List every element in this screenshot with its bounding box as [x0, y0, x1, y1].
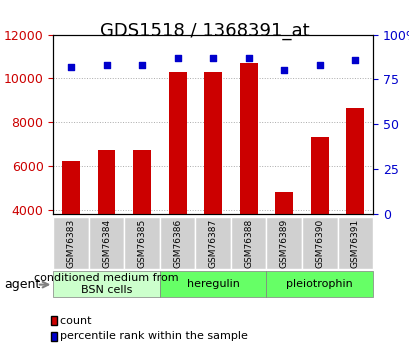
Bar	[133, 150, 151, 297]
FancyBboxPatch shape	[195, 217, 230, 269]
Point	[351, 57, 358, 62]
Text: GSM76387: GSM76387	[208, 219, 217, 268]
FancyBboxPatch shape	[230, 217, 266, 269]
Point	[280, 68, 287, 73]
Bar	[275, 192, 292, 297]
Text: GSM76390: GSM76390	[315, 219, 324, 268]
Bar	[169, 72, 186, 297]
FancyBboxPatch shape	[89, 217, 124, 269]
Bar	[310, 137, 328, 297]
Text: GSM76389: GSM76389	[279, 219, 288, 268]
Text: pleiotrophin: pleiotrophin	[286, 279, 352, 289]
Text: GSM76391: GSM76391	[350, 219, 359, 268]
Point	[67, 64, 74, 70]
Point	[103, 62, 110, 68]
FancyBboxPatch shape	[53, 217, 89, 269]
Text: GSM76388: GSM76388	[244, 219, 253, 268]
Point	[316, 62, 322, 68]
Bar	[62, 161, 80, 297]
Point	[209, 55, 216, 61]
Bar	[204, 72, 222, 297]
FancyBboxPatch shape	[301, 217, 337, 269]
Text: conditioned medium from
BSN cells: conditioned medium from BSN cells	[34, 273, 178, 295]
Text: GSM76384: GSM76384	[102, 219, 111, 268]
Text: GSM76383: GSM76383	[66, 219, 75, 268]
FancyBboxPatch shape	[160, 217, 195, 269]
FancyBboxPatch shape	[266, 271, 372, 297]
Text: count: count	[53, 316, 92, 326]
FancyBboxPatch shape	[53, 271, 160, 297]
FancyBboxPatch shape	[266, 217, 301, 269]
Text: agent: agent	[4, 278, 40, 291]
FancyBboxPatch shape	[337, 217, 372, 269]
Point	[174, 55, 180, 61]
Text: GDS1518 / 1368391_at: GDS1518 / 1368391_at	[100, 22, 309, 40]
Text: heregulin: heregulin	[187, 279, 239, 289]
Text: percentile rank within the sample: percentile rank within the sample	[53, 332, 247, 341]
Text: GSM76386: GSM76386	[173, 219, 182, 268]
Point	[139, 62, 145, 68]
Point	[245, 55, 252, 61]
Bar	[97, 150, 115, 297]
Bar	[239, 63, 257, 297]
Text: GSM76385: GSM76385	[137, 219, 146, 268]
FancyBboxPatch shape	[160, 271, 266, 297]
FancyBboxPatch shape	[124, 217, 160, 269]
Bar	[346, 108, 363, 297]
